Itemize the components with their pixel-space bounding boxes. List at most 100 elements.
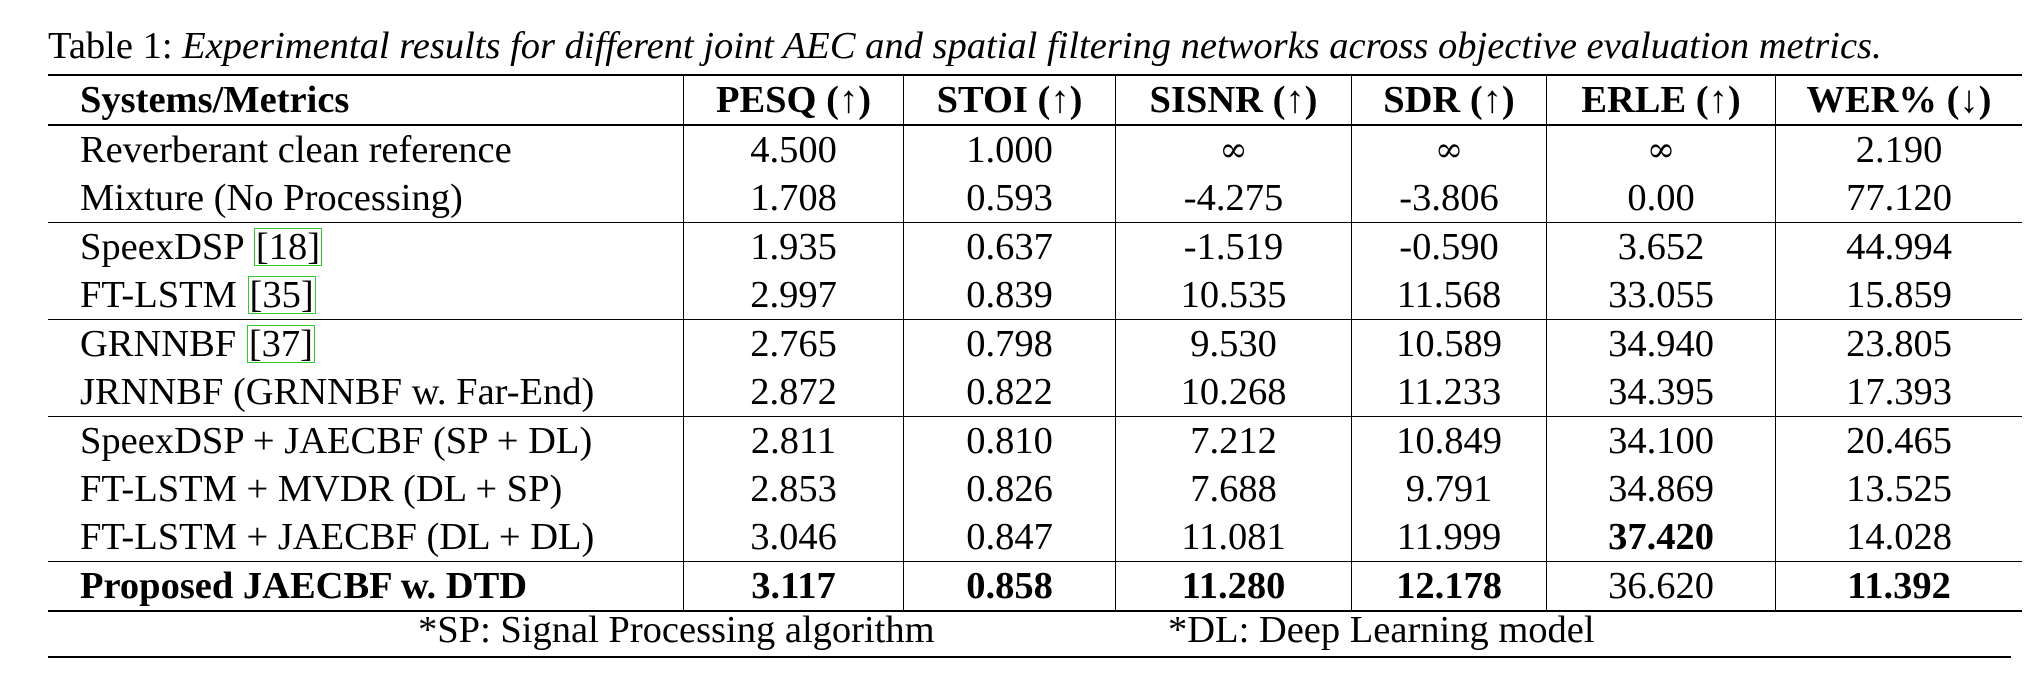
sisnr-cell: 10.268 — [1115, 368, 1352, 417]
pesq-cell: 3.046 — [683, 513, 904, 562]
erle-cell: 36.620 — [1546, 561, 1776, 612]
pesq-cell: 2.872 — [683, 368, 904, 417]
sisnr-cell: 9.530 — [1115, 319, 1352, 368]
system-name-cell: FT-LSTM [35] — [48, 271, 684, 320]
system-name-cell: SpeexDSP [18] — [48, 222, 684, 271]
stoi-cell: 0.822 — [903, 368, 1116, 417]
stoi-cell: 1.000 — [903, 124, 1116, 174]
table-row: Mixture (No Processing) 1.708 0.593 -4.275-… — [48, 174, 2022, 223]
footnote-sp: *SP: Signal Processing algorithm — [418, 609, 935, 651]
system-name: SpeexDSP — [80, 226, 244, 268]
table-row: FT-LSTM + JAECBF (DL + DL) 3.046 0.847 11.0… — [48, 513, 2022, 562]
sdr-cell: 9.791 — [1351, 465, 1547, 513]
system-name: FT-LSTM + JAECBF (DL + DL) — [80, 516, 595, 558]
wer-cell: 17.393 — [1775, 368, 2022, 417]
table-row: SpeexDSP [18] 1.935 0.637 -1.519 -0.590 3.652… — [48, 222, 2022, 271]
header-sdr: SDR (↑) — [1351, 74, 1547, 125]
system-name: Proposed JAECBF w. DTD — [80, 565, 528, 607]
system-name: Mixture (No Processing) — [80, 177, 463, 219]
header-erle: ERLE (↑) — [1546, 74, 1776, 125]
stoi-cell: 0.847 — [903, 513, 1116, 562]
table-row: SpeexDSP + JAECBF (SP + DL) 2.811 0.810 7.2… — [48, 416, 2022, 465]
erle-cell: ∞ — [1546, 124, 1776, 174]
system-name-cell: Reverberant clean reference — [48, 124, 684, 174]
stoi-cell: 0.593 — [903, 174, 1116, 223]
stoi-cell: 0.826 — [903, 465, 1116, 513]
footnote-dl: *DL: Deep Learning model — [1168, 609, 1595, 651]
erle-cell: 34.395 — [1546, 368, 1776, 417]
sisnr-cell: 11.081 — [1115, 513, 1352, 562]
stoi-cell: 0.637 — [903, 222, 1116, 271]
pesq-cell: 3.117 — [683, 561, 904, 612]
header-systems: Systems/Metrics — [48, 74, 684, 125]
table-row: JRNNBF (GRNNBF w. Far-End) 2.872 0.822 10.2… — [48, 368, 2022, 417]
header-wer: WER% (↓) — [1775, 74, 2022, 125]
header-stoi: STOI (↑) — [903, 74, 1116, 125]
pesq-cell: 2.997 — [683, 271, 904, 320]
sdr-cell: 10.849 — [1351, 416, 1547, 465]
wer-cell: 77.120 — [1775, 174, 2022, 223]
system-name-cell: FT-LSTM + MVDR (DL + SP) — [48, 465, 684, 513]
stoi-cell: 0.839 — [903, 271, 1116, 320]
header-pesq: PESQ (↑) — [683, 74, 904, 125]
citation-number: 18 — [268, 226, 308, 268]
pesq-cell: 1.708 — [683, 174, 904, 223]
caption-text: Experimental results for different joint… — [182, 25, 1882, 67]
citation-number: 37 — [261, 323, 301, 365]
system-name-cell: FT-LSTM + JAECBF (DL + DL) — [48, 513, 684, 562]
stoi-cell: 0.858 — [903, 561, 1116, 612]
citation-link[interactable]: [18] — [253, 226, 323, 268]
wer-cell: 14.028 — [1775, 513, 2022, 562]
stoi-cell: 0.798 — [903, 319, 1116, 368]
system-name-cell: SpeexDSP + JAECBF (SP + DL) — [48, 416, 684, 465]
wer-cell: 11.392 — [1775, 561, 2022, 612]
stoi-cell: 0.810 — [903, 416, 1116, 465]
sdr-cell: 12.178 — [1351, 561, 1547, 612]
sisnr-cell: -1.519 — [1115, 222, 1352, 271]
pesq-cell: 2.853 — [683, 465, 904, 513]
erle-cell: 34.100 — [1546, 416, 1776, 465]
table-row: FT-LSTM [35] 2.997 0.839 10.535 11.568 33.055… — [48, 271, 2022, 320]
table-row: Proposed JAECBF w. DTD 3.117 0.858 11.280 12… — [48, 561, 2022, 612]
table-row: Reverberant clean reference 4.500 1.000 ∞ ∞ ∞… — [48, 124, 2022, 174]
system-name: SpeexDSP + JAECBF (SP + DL) — [80, 420, 593, 462]
table-body: Reverberant clean reference 4.500 1.000 ∞ ∞ ∞… — [48, 124, 2022, 612]
erle-cell: 34.869 — [1546, 465, 1776, 513]
sisnr-cell: -4.275 — [1115, 174, 1352, 223]
wer-cell: 13.525 — [1775, 465, 2022, 513]
header-row: Systems/Metrics PESQ (↑) STOI (↑) SISNR … — [48, 74, 2022, 125]
sdr-cell: 11.999 — [1351, 513, 1547, 562]
sisnr-cell: 11.280 — [1115, 561, 1352, 612]
wer-cell: 23.805 — [1775, 319, 2022, 368]
erle-cell: 3.652 — [1546, 222, 1776, 271]
sdr-cell: -0.590 — [1351, 222, 1547, 271]
sdr-cell: ∞ — [1351, 124, 1547, 174]
sdr-cell: -3.806 — [1351, 174, 1547, 223]
system-name: GRNNBF — [80, 323, 237, 365]
sdr-cell: 11.568 — [1351, 271, 1547, 320]
citation-number: 35 — [262, 274, 301, 316]
erle-cell: 33.055 — [1546, 271, 1776, 320]
sisnr-cell: 7.212 — [1115, 416, 1352, 465]
system-name-cell: Proposed JAECBF w. DTD — [48, 561, 684, 612]
table-row: GRNNBF [37] 2.765 0.798 9.530 10.589 34.940 23… — [48, 319, 2022, 368]
erle-cell: 37.420 — [1546, 513, 1776, 562]
results-table: Systems/Metrics PESQ (↑) STOI (↑) SISNR … — [48, 74, 2022, 612]
sisnr-cell: 10.535 — [1115, 271, 1352, 320]
sdr-cell: 11.233 — [1351, 368, 1547, 417]
pesq-cell: 2.811 — [683, 416, 904, 465]
wer-cell: 15.859 — [1775, 271, 2022, 320]
sdr-cell: 10.589 — [1351, 319, 1547, 368]
sisnr-cell: 7.688 — [1115, 465, 1352, 513]
sisnr-cell: ∞ — [1115, 124, 1352, 174]
table-row: FT-LSTM + MVDR (DL + SP) 2.853 0.826 7.688 9… — [48, 465, 2022, 513]
erle-cell: 34.940 — [1546, 319, 1776, 368]
erle-cell: 0.00 — [1546, 174, 1776, 223]
citation-link[interactable]: [37] — [246, 323, 315, 365]
system-name: JRNNBF (GRNNBF w. Far-End) — [80, 371, 595, 413]
system-name: FT-LSTM + MVDR (DL + SP) — [80, 468, 563, 510]
citation-link[interactable]: [35] — [247, 274, 316, 316]
pesq-cell: 1.935 — [683, 222, 904, 271]
wer-cell: 2.190 — [1775, 124, 2022, 174]
system-name-cell: Mixture (No Processing) — [48, 174, 684, 223]
